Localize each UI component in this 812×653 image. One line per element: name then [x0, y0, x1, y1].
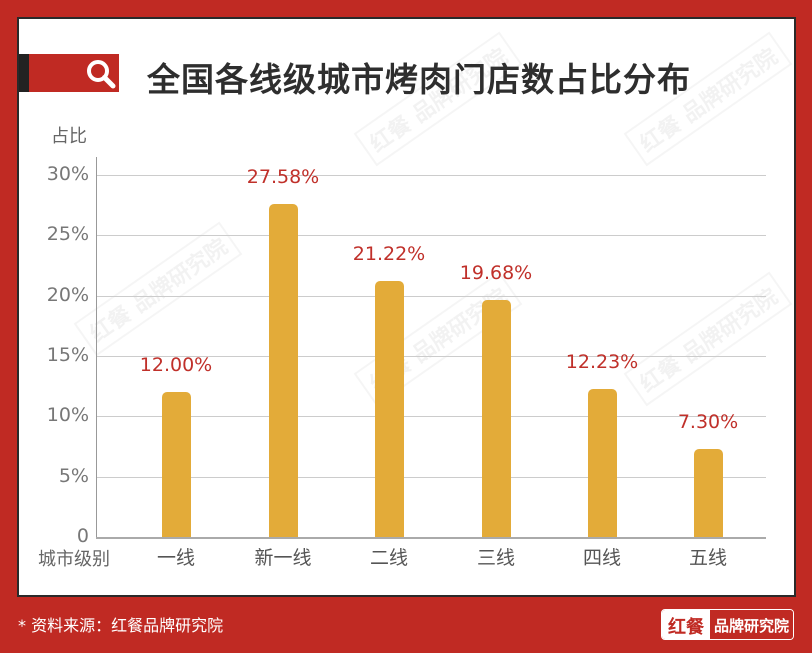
x-tick-label: 一线 [156, 547, 195, 569]
source-note: * 资料来源：红餐品牌研究院 [18, 616, 224, 635]
y-tick-label: 5% [58, 464, 89, 487]
gridline [97, 416, 766, 418]
bar-value-label: 7.30% [677, 410, 739, 433]
bar-value-label: 12.23% [565, 351, 639, 374]
gridline [97, 235, 766, 237]
bar-value-label: 19.68% [459, 261, 533, 284]
logo-text-left: 红餐 [662, 610, 710, 639]
x-axis [96, 537, 766, 539]
x-tick-label: 五线 [688, 547, 727, 569]
gridline [97, 356, 766, 357]
search-icon [87, 60, 116, 89]
bar-value-label: 27.58% [246, 166, 320, 189]
y-tick-label: 15% [46, 344, 89, 366]
y-tick-label: 25% [46, 223, 89, 246]
y-axis-title: 占比 [51, 126, 87, 147]
bar-value-label: 21.22% [352, 242, 426, 265]
bar [587, 389, 617, 537]
x-tick-label: 二线 [369, 547, 408, 569]
bar [693, 448, 723, 537]
y-tick-label: 10% [46, 404, 89, 427]
x-axis-title: 城市级别 [38, 549, 110, 570]
logo-text-right: 品牌研究院 [710, 610, 794, 639]
gridline [97, 295, 766, 297]
bar-chart: 城市级别 0 5% 10% 15% 20% 25% 30% 12.00% 一线 27.58% 新一线… [19, 19, 794, 595]
chart-panel: 红餐 品牌研究院 红餐 品牌研究院 红餐 品牌研究院 红餐 品牌研究院 红餐 品… [17, 17, 796, 597]
title-tab [19, 54, 119, 92]
bar-value-label: 12.00% [139, 354, 213, 377]
bar [374, 280, 404, 537]
bar [268, 204, 298, 537]
brand-logo: 红餐 品牌研究院 [661, 609, 795, 640]
chart-title: 全国各线级城市烤肉门店数占比分布 [147, 60, 691, 99]
y-axis [96, 157, 97, 538]
x-tick-label: 新一线 [254, 547, 312, 569]
y-tick-label: 20% [46, 283, 89, 306]
bar [481, 299, 511, 537]
y-tick-label: 0 [76, 525, 89, 547]
bar [161, 392, 191, 537]
x-tick-label: 四线 [582, 547, 621, 569]
gridline [97, 175, 766, 176]
x-tick-label: 三线 [476, 547, 515, 569]
gridline [97, 476, 766, 478]
y-tick-label: 30% [46, 163, 89, 185]
